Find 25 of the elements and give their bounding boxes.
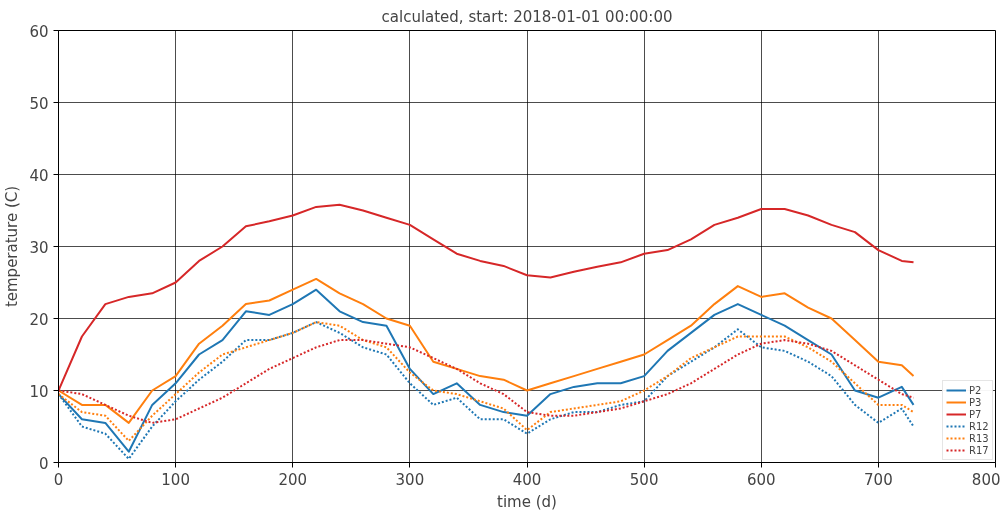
legend-label: P7 (969, 408, 983, 420)
y-tick-label: 20 (29, 310, 49, 329)
x-axis-title: time (d) (497, 492, 557, 511)
chart-title: calculated, start: 2018-01-01 00:00:00 (381, 7, 673, 26)
legend-label: R12 (969, 420, 989, 432)
y-tick-label: 40 (29, 166, 49, 185)
legend-label: R13 (969, 432, 989, 444)
legend-label: P2 (969, 384, 983, 396)
legend-label: P3 (969, 396, 983, 408)
x-tick-label: 200 (278, 470, 308, 489)
x-tick-label: 600 (746, 470, 776, 489)
y-tick-label: 30 (29, 238, 49, 257)
x-tick-label: 800 (971, 470, 1001, 489)
x-tick-label: 400 (512, 470, 542, 489)
legend-label: R17 (969, 444, 989, 456)
x-tick-label: 500 (629, 470, 659, 489)
x-tick-label: 700 (864, 470, 893, 489)
y-tick-label: 0 (38, 454, 49, 473)
y-tick-label: 60 (29, 22, 49, 41)
y-tick-label: 10 (29, 382, 49, 401)
x-tick-label: 0 (53, 470, 64, 489)
x-tick-label: 100 (161, 470, 190, 489)
y-axis-title: temperature (C) (3, 185, 22, 308)
y-tick-label: 50 (29, 94, 49, 113)
x-tick-label: 300 (395, 470, 425, 489)
